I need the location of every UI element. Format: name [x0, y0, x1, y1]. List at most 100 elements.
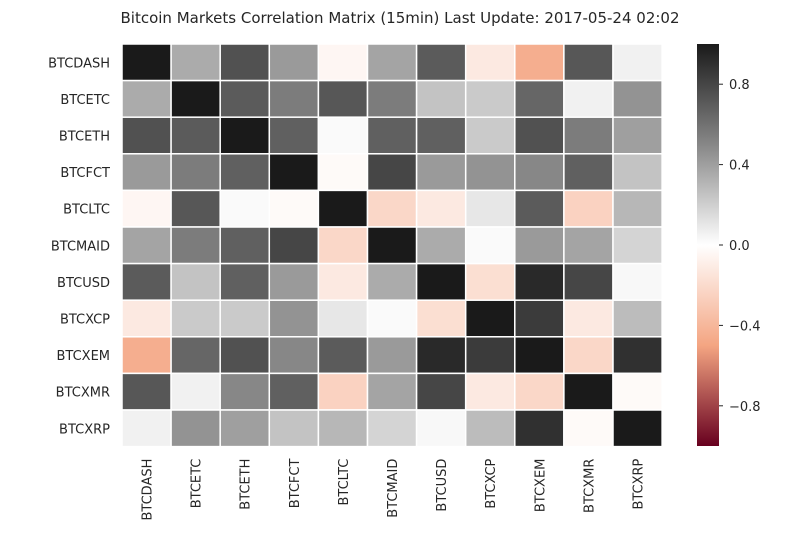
heatmap-cell-btcxmr-btcfct: [268, 372, 320, 411]
heatmap-cell-btcxrp-btcxrp: [612, 409, 663, 448]
heatmap-cell-btceth-btcdash: [121, 116, 172, 155]
heatmap-cell-btcmaid-btcfct: [268, 226, 320, 265]
heatmap-cell-btcdash-btcdash: [121, 43, 172, 82]
heatmap-cell-btcxcp-btcxcp: [464, 299, 516, 338]
heatmap-cell-btcxcp-btcxrp: [612, 299, 663, 338]
column-label-btcmaid: BTCMAID: [386, 459, 401, 518]
heatmap-cell-btcetc-btcetc: [170, 79, 221, 118]
heatmap-cell-btcusd-btcxem: [514, 262, 565, 301]
row-label-btcdash: BTCDASH: [48, 56, 110, 71]
row-label-btcmaid: BTCMAID: [51, 239, 110, 254]
heatmap-cell-btceth-btcetc: [170, 116, 221, 155]
column-label-btcxrp: BTCXRP: [632, 458, 647, 509]
heatmap-cell-btcusd-btcxcp: [464, 262, 516, 301]
heatmap-cell-btcxmr-btcltc: [317, 372, 369, 411]
heatmap-cell-btcetc-btcltc: [317, 79, 369, 118]
row-label-btcetc: BTCETC: [60, 93, 110, 108]
heatmap-cell-btcxem-btcxem: [514, 336, 565, 375]
colorbar-tick-label: −0.8: [729, 400, 761, 415]
heatmap-cell-btcxmr-btcetc: [170, 372, 221, 411]
heatmap-cell-btcetc-btceth: [219, 79, 271, 118]
heatmap-cell-btceth-btcxcp: [464, 116, 516, 155]
colorbar-tick-label: 0.4: [729, 159, 750, 174]
colorbar-ticks: −0.8 −0.4 0.0 0.4 0.8: [719, 78, 761, 415]
heatmap-cell-btcxem-btcxcp: [464, 336, 516, 375]
heatmap-cell-btcfct-btcxrp: [612, 153, 663, 192]
heatmap-cell-btcxcp-btcltc: [317, 299, 369, 338]
heatmap-cell-btceth-btcxrp: [612, 116, 663, 155]
heatmap-cell-btcmaid-btcdash: [121, 226, 172, 265]
heatmap-cell-btceth-btcxem: [514, 116, 565, 155]
heatmap-cell-btcxcp-btcxem: [514, 299, 565, 338]
heatmap-cell-btcxrp-btcxcp: [464, 409, 516, 448]
heatmap-cell-btcfct-btcxem: [514, 153, 565, 192]
heatmap-cell-btcfct-btcfct: [268, 153, 320, 192]
row-label-btcusd: BTCUSD: [57, 276, 110, 291]
heatmap-cell-btcetc-btcfct: [268, 79, 320, 118]
column-label-btceth: BTCETH: [239, 459, 254, 510]
heatmap-cell-btcfct-btcltc: [317, 153, 369, 192]
heatmap-cells: [121, 43, 663, 448]
heatmap-cell-btcltc-btcfct: [268, 189, 320, 228]
heatmap-cell-btcetc-btcxem: [514, 79, 565, 118]
heatmap-cell-btcxem-btcfct: [268, 336, 320, 375]
heatmap-cell-btcltc-btcetc: [170, 189, 221, 228]
colorbar-tick-label: 0.8: [729, 78, 750, 93]
heatmap-cell-btcxem-btcmaid: [366, 336, 418, 375]
heatmap-cell-btcusd-btceth: [219, 262, 271, 301]
heatmap-cell-btcxrp-btcltc: [317, 409, 369, 448]
heatmap-cell-btcxcp-btcfct: [268, 299, 320, 338]
heatmap-cell-btcusd-btcetc: [170, 262, 221, 301]
heatmap-cell-btcmaid-btcxcp: [464, 226, 516, 265]
heatmap-cell-btcusd-btcxmr: [563, 262, 614, 301]
heatmap-cell-btcdash-btcxrp: [612, 43, 663, 82]
heatmap-cell-btcmaid-btcetc: [170, 226, 221, 265]
heatmap-cell-btcxem-btcetc: [170, 336, 221, 375]
column-label-btcltc: BTCLTC: [337, 459, 352, 506]
heatmap-cell-btcfct-btcdash: [121, 153, 172, 192]
heatmap-cell-btceth-btcltc: [317, 116, 369, 155]
column-label-btcxmr: BTCXMR: [582, 459, 597, 513]
heatmap-cell-btceth-btcfct: [268, 116, 320, 155]
column-label-btcusd: BTCUSD: [435, 459, 450, 512]
heatmap-cell-btcxrp-btcfct: [268, 409, 320, 448]
colorbar-gradient: [697, 44, 719, 446]
heatmap-cell-btcetc-btcdash: [121, 79, 172, 118]
heatmap-cell-btcdash-btcmaid: [366, 43, 418, 82]
heatmap-cell-btcxcp-btcetc: [170, 299, 221, 338]
heatmap-cell-btcmaid-btcxmr: [563, 226, 614, 265]
heatmap-cell-btcxmr-btcusd: [415, 372, 467, 411]
heatmap-cell-btcmaid-btcltc: [317, 226, 369, 265]
heatmap-cell-btceth-btcxmr: [563, 116, 614, 155]
heatmap-cell-btcltc-btcltc: [317, 189, 369, 228]
heatmap-cell-btcdash-btcfct: [268, 43, 320, 82]
heatmap-cell-btcfct-btcmaid: [366, 153, 418, 192]
heatmap-cell-btcetc-btcxmr: [563, 79, 614, 118]
heatmap-cell-btcusd-btcxrp: [612, 262, 663, 301]
heatmap-cell-btcdash-btcxem: [514, 43, 565, 82]
heatmap-cell-btcfct-btcxcp: [464, 153, 516, 192]
heatmap-cell-btcusd-btcdash: [121, 262, 172, 301]
row-label-btceth: BTCETH: [59, 130, 110, 145]
heatmap-cell-btcltc-btcxcp: [464, 189, 516, 228]
heatmap-cell-btcusd-btcfct: [268, 262, 320, 301]
heatmap-cell-btcusd-btcltc: [317, 262, 369, 301]
row-label-btcxrp: BTCXRP: [59, 422, 110, 437]
row-label-btcfct: BTCFCT: [60, 166, 110, 181]
column-label-btcdash: BTCDASH: [141, 459, 156, 521]
column-labels: BTCDASH BTCETC BTCETH BTCFCT BTCLTC BTCMAID BT…: [141, 458, 647, 520]
heatmap-cell-btceth-btceth: [219, 116, 271, 155]
heatmap-cell-btcetc-btcusd: [415, 79, 467, 118]
heatmap-cell-btceth-btcmaid: [366, 116, 418, 155]
heatmap-cell-btcltc-btcusd: [415, 189, 467, 228]
colorbar: −0.8 −0.4 0.0 0.4 0.8: [697, 44, 761, 446]
heatmap-cell-btcxrp-btcdash: [121, 409, 172, 448]
heatmap-cell-btcxmr-btceth: [219, 372, 271, 411]
row-label-btcxmr: BTCXMR: [56, 386, 110, 401]
heatmap-cell-btcxcp-btcdash: [121, 299, 172, 338]
heatmap-cell-btcdash-btcxcp: [464, 43, 516, 82]
heatmap-cell-btcmaid-btcxrp: [612, 226, 663, 265]
heatmap-cell-btcxrp-btcusd: [415, 409, 467, 448]
column-label-btcxem: BTCXEM: [533, 459, 548, 513]
heatmap-cell-btcxmr-btcxmr: [563, 372, 614, 411]
